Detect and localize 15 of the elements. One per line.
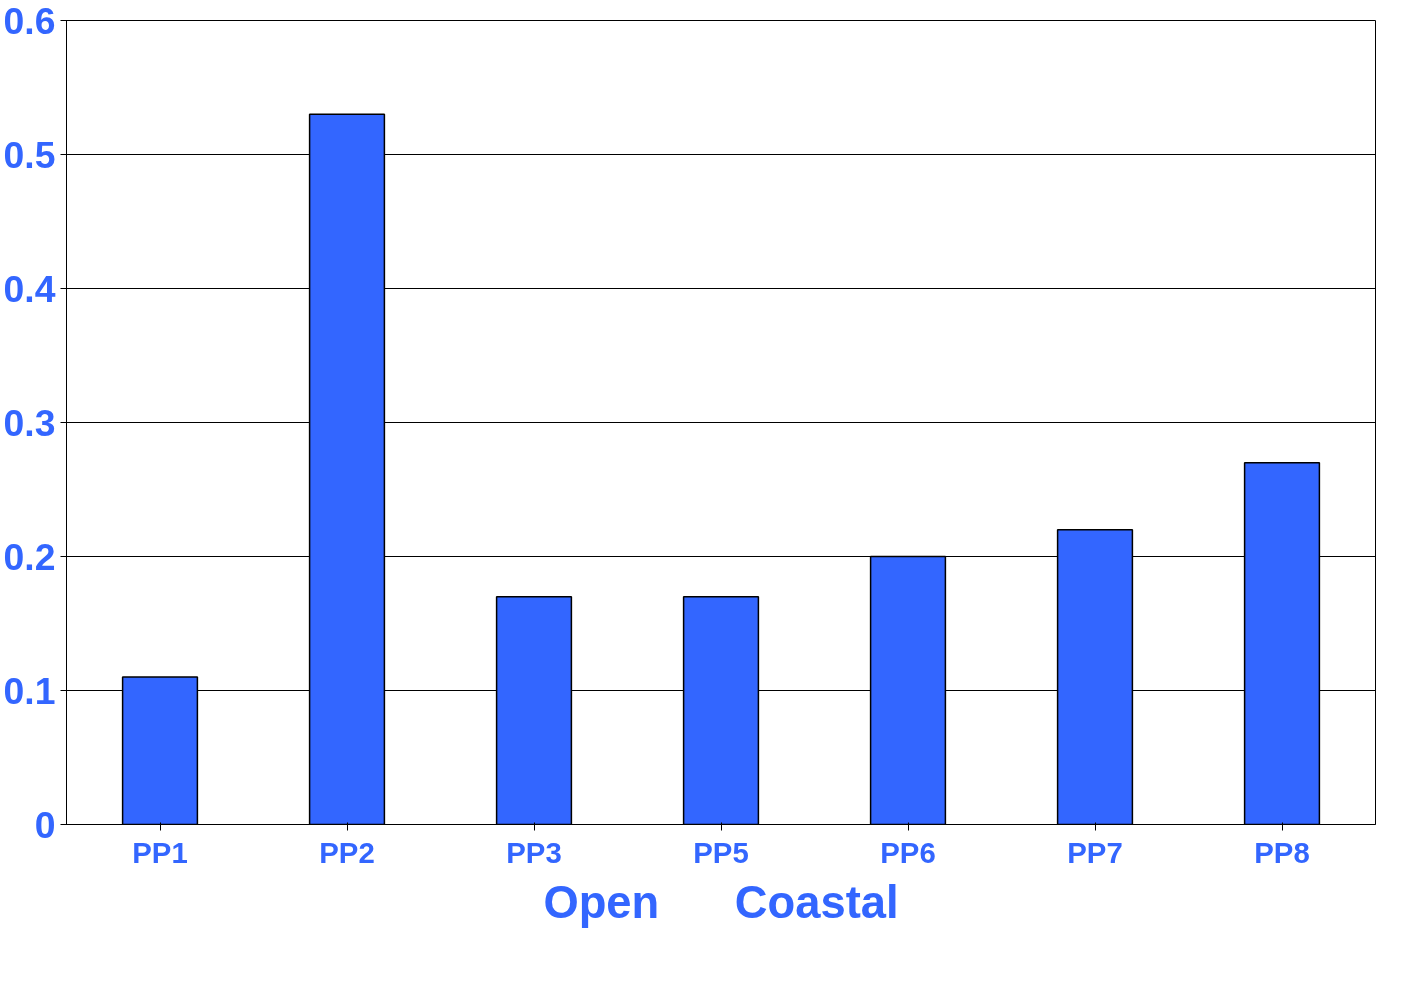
- x-tick-label: PP5: [693, 835, 749, 869]
- y-tick-label: 0.5: [3, 133, 56, 176]
- y-tick-label: 0.1: [3, 669, 56, 712]
- x-tick-label: PP7: [1067, 835, 1123, 869]
- x-tick-label: PP2: [319, 835, 375, 869]
- x-tick-label: PP3: [506, 835, 562, 869]
- x-axis-title: Open Coastal: [543, 876, 899, 928]
- y-tick-label: 0.6: [3, 0, 56, 42]
- x-tick-label: PP1: [132, 835, 188, 869]
- x-tick-label: PP6: [880, 835, 936, 869]
- y-tick-label: 0.3: [3, 401, 56, 444]
- y-tick-label: 0.2: [3, 535, 56, 578]
- y-tick-label: 0.4: [3, 267, 56, 310]
- x-tick-label: PP8: [1254, 835, 1310, 869]
- y-tick-label: 0: [34, 803, 56, 846]
